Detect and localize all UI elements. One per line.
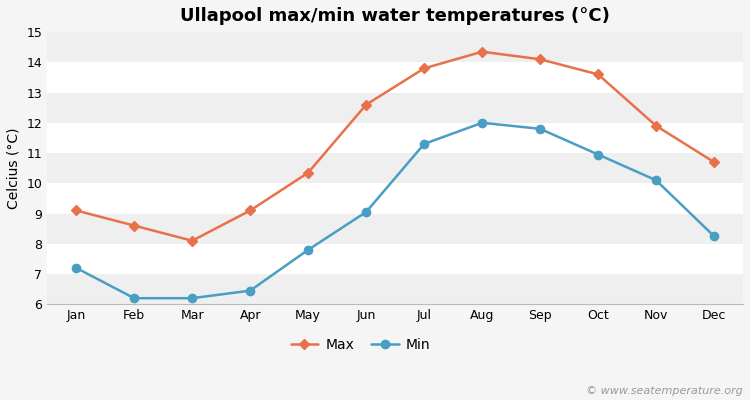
Line: Min: Min xyxy=(72,119,718,302)
Y-axis label: Celcius (°C): Celcius (°C) xyxy=(7,127,21,209)
Max xyxy=(362,102,370,107)
Min xyxy=(72,266,81,270)
Bar xyxy=(47,62,743,92)
Max xyxy=(72,208,81,213)
Min xyxy=(710,234,718,238)
Max xyxy=(710,160,718,164)
Bar xyxy=(47,92,743,123)
Bar xyxy=(47,32,743,62)
Bar xyxy=(47,244,743,274)
Bar xyxy=(47,153,743,183)
Legend: Max, Min: Max, Min xyxy=(285,332,436,357)
Min xyxy=(652,178,661,183)
Min xyxy=(593,152,602,157)
Max xyxy=(304,170,313,175)
Min xyxy=(478,120,487,125)
Max xyxy=(188,238,196,243)
Max xyxy=(536,57,544,62)
Max xyxy=(593,72,602,77)
Max xyxy=(652,124,661,128)
Line: Max: Max xyxy=(73,48,718,244)
Min xyxy=(536,126,544,131)
Min xyxy=(420,142,429,146)
Max xyxy=(130,223,139,228)
Min xyxy=(188,296,196,300)
Max xyxy=(478,49,487,54)
Min xyxy=(246,288,255,293)
Text: © www.seatemperature.org: © www.seatemperature.org xyxy=(586,386,742,396)
Max xyxy=(420,66,429,71)
Max xyxy=(246,208,255,213)
Bar xyxy=(47,214,743,244)
Min xyxy=(130,296,139,300)
Bar xyxy=(47,183,743,214)
Bar xyxy=(47,123,743,153)
Min xyxy=(304,248,313,252)
Bar xyxy=(47,274,743,304)
Title: Ullapool max/min water temperatures (°C): Ullapool max/min water temperatures (°C) xyxy=(180,7,610,25)
Min xyxy=(362,210,370,214)
